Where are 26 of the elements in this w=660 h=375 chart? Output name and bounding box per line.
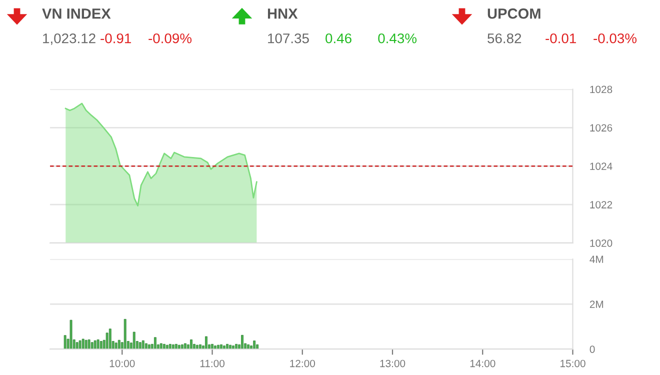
text: 0.43% xyxy=(378,33,417,44)
x-tick-label: 11:00 xyxy=(200,360,224,368)
y-tick-label: 2M xyxy=(590,300,604,308)
x-tick-label: 14:00 xyxy=(470,360,496,368)
text: -0.09% xyxy=(148,33,192,44)
category-label: VN INDEX xyxy=(42,8,111,19)
y-tick-label: 1020 xyxy=(590,240,612,247)
y-tick-label: 0 xyxy=(590,346,595,353)
category-label: UPCOM xyxy=(488,8,540,19)
text: -0.03% xyxy=(594,33,637,44)
x-tick-label: 15:00 xyxy=(560,360,586,368)
y-tick-label: 1022 xyxy=(590,201,612,208)
x-tick-label: 10:00 xyxy=(110,360,135,368)
text: 1,023.12 xyxy=(43,33,96,45)
y-tick-label: 1028 xyxy=(590,86,612,94)
y-tick-label: 4M xyxy=(590,256,604,263)
text: 56.82 xyxy=(488,33,522,44)
data-label: -0.91 xyxy=(100,33,131,44)
y-tick-label: 1026 xyxy=(590,124,612,132)
data-label: 0.46 xyxy=(326,33,352,44)
text: 107.35 xyxy=(268,33,309,44)
x-tick-label: 12:00 xyxy=(290,360,316,368)
data-label: -0.01 xyxy=(546,33,576,44)
category-label: HNX xyxy=(268,8,298,19)
y-tick-label: 1024 xyxy=(590,162,612,170)
x-tick-label: 13:00 xyxy=(380,360,406,368)
